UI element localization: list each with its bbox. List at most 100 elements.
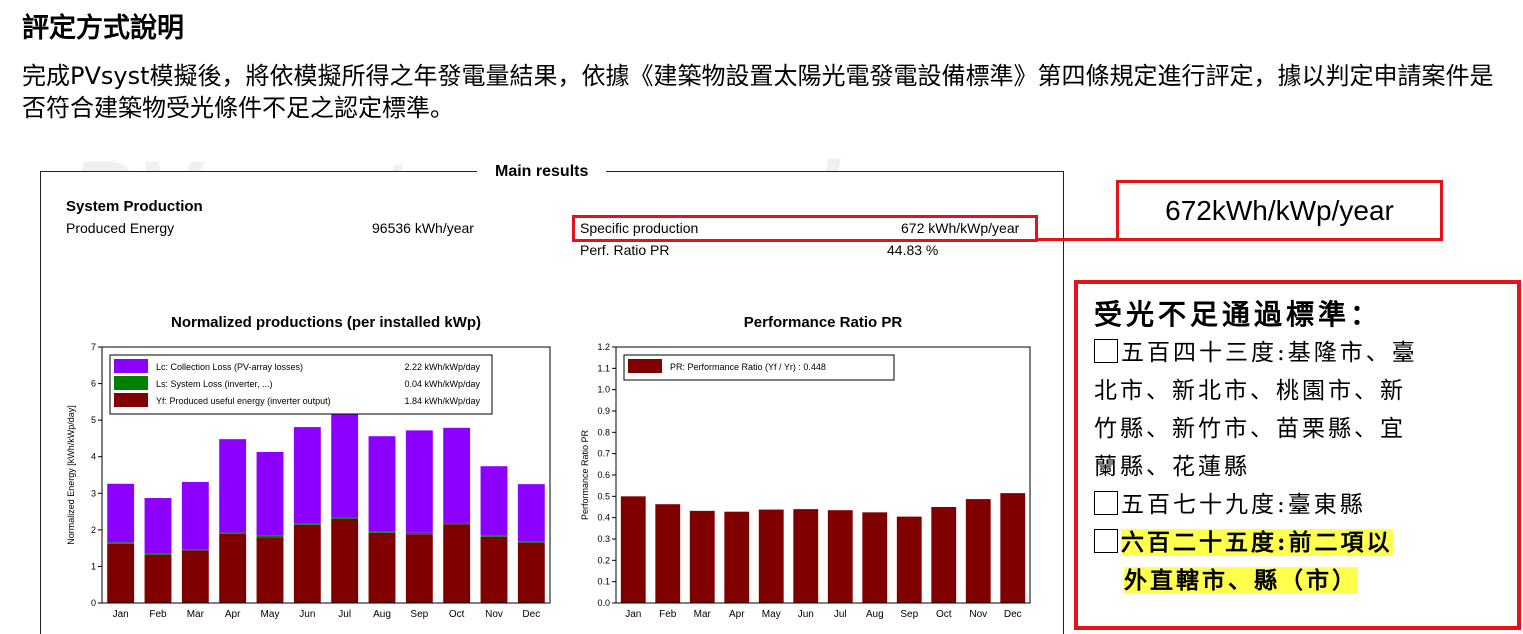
x-tick-label: Jun [798, 609, 814, 620]
y-tick-label: 6 [91, 379, 96, 389]
x-tick-label: Feb [659, 609, 677, 620]
x-tick-label: Aug [373, 609, 391, 620]
performance-ratio-label: Perf. Ratio PR [580, 242, 670, 258]
legend-value: 1.84 kWh/kWp/day [404, 396, 480, 406]
specific-production-value: 672 kWh/kWp/year [901, 220, 1020, 236]
x-tick-label: Oct [449, 609, 465, 620]
y-tick-label: 0.5 [597, 491, 610, 501]
x-tick-label: Sep [900, 609, 918, 620]
bar-secondary [443, 522, 471, 525]
bar-primary [107, 543, 135, 603]
bar-secondary [368, 531, 396, 533]
bar-tertiary [256, 451, 284, 536]
bar-secondary [480, 535, 508, 537]
bar-primary [368, 532, 396, 603]
bar-tertiary [331, 409, 359, 518]
x-tick-label: Mar [187, 609, 205, 620]
legend-value: 0.04 kWh/kWp/day [404, 379, 480, 389]
legend-value: 2.22 kWh/kWp/day [404, 362, 480, 372]
x-tick-label: Nov [485, 609, 503, 620]
criteria-543-text-a: 五百四十三度:基隆市、臺 [1121, 340, 1418, 366]
x-tick-label: Jan [113, 609, 129, 620]
x-tick-label: Sep [410, 609, 428, 620]
system-production-label: System Production [66, 198, 203, 215]
bar-primary [862, 512, 888, 603]
criteria-543-text-d: 蘭縣、花蓮縣 [1094, 454, 1250, 480]
bar-tertiary [293, 427, 321, 524]
y-tick-label: 4 [91, 452, 96, 462]
y-tick-label: 0.2 [597, 555, 610, 565]
bar-primary [443, 524, 471, 603]
y-tick-label: 0.8 [597, 427, 610, 437]
bar-primary [144, 554, 172, 603]
bar-secondary [331, 517, 359, 519]
bar-tertiary [219, 439, 247, 533]
y-tick-label: 0.7 [597, 449, 610, 459]
bar-tertiary [443, 427, 471, 523]
legend-label: Lc: Collection Loss (PV-array losses) [156, 362, 303, 372]
bar-primary [480, 536, 508, 603]
bar-primary [293, 524, 321, 603]
description: 完成PVsyst模擬後，將依模擬所得之年發電量結果，依據《建築物設置太陽光電發電… [22, 62, 1494, 122]
x-tick-label: Mar [694, 609, 712, 620]
bar-tertiary [480, 466, 508, 536]
bar-primary [827, 510, 853, 603]
x-tick-label: May [261, 609, 280, 620]
y-tick-label: 1 [91, 561, 96, 571]
performance-ratio-value: 44.83 % [887, 242, 939, 258]
bar-tertiary [107, 483, 135, 543]
bar-primary [655, 504, 681, 603]
x-tick-label: Feb [149, 609, 167, 620]
main-results-title: Main results [477, 163, 607, 181]
x-tick-label: Jul [338, 609, 351, 620]
bar-primary [405, 534, 433, 603]
x-tick-label: May [762, 609, 781, 620]
chart-title: Performance Ratio PR [744, 314, 903, 331]
legend-label: Yf: Produced useful energy (inverter out… [156, 396, 331, 406]
bar-secondary [144, 553, 172, 555]
bar-tertiary [517, 484, 545, 542]
bar-secondary [181, 549, 209, 551]
legend-label: PR: Performance Ratio (Yf / Yr) : 0.448 [670, 362, 826, 372]
bar-primary [724, 511, 750, 603]
bar-tertiary [144, 498, 172, 554]
bar-secondary [405, 532, 433, 535]
bar-primary [896, 516, 922, 603]
bar-tertiary [405, 430, 433, 533]
bar-primary [219, 533, 247, 603]
bar-primary [620, 496, 646, 603]
y-tick-label: 0.4 [597, 513, 610, 523]
bar-primary [689, 510, 715, 603]
y-tick-label: 1.2 [597, 342, 610, 352]
y-tick-label: 7 [91, 342, 96, 352]
criteria-option-579: 五百七十九度:臺東縣 [1094, 486, 1507, 524]
x-tick-label: Aug [866, 609, 884, 620]
bar-tertiary [368, 436, 396, 532]
bar-secondary [517, 541, 545, 543]
bar-primary [256, 537, 284, 603]
criteria-title: 受光不足通過標準： [1094, 298, 1383, 331]
y-axis-label: Performance Ratio PR [580, 429, 590, 520]
x-tick-label: Jan [625, 609, 641, 620]
checkbox-543[interactable] [1094, 339, 1118, 363]
y-tick-label: 5 [91, 415, 96, 425]
performance-ratio-chart: Performance Ratio PR 0.0 0.1 0.2 0.3 0.4 0.5 0.… [580, 314, 1031, 620]
criteria-option-543: 五百四十三度:基隆市、臺 [1094, 334, 1507, 372]
x-tick-label: Dec [1004, 609, 1022, 620]
bar-secondary [219, 532, 247, 534]
specific-production-label: Specific production [580, 220, 699, 236]
x-tick-label: Apr [225, 609, 241, 620]
legend-label: Ls: System Loss (inverter, ...) [156, 379, 273, 389]
bar-secondary [107, 542, 135, 544]
checkbox-579[interactable] [1094, 491, 1118, 515]
plot-frame [615, 346, 1031, 604]
x-tick-label: Apr [729, 609, 745, 620]
y-tick-label: 0.0 [597, 598, 610, 608]
x-tick-label: Oct [936, 609, 952, 620]
normalized-productions-chart: Normalized productions (per installed kW… [66, 314, 551, 620]
y-tick-label: 1.0 [597, 385, 610, 395]
bar-primary [331, 518, 359, 603]
checkbox-625[interactable] [1094, 529, 1118, 553]
criteria-543-text-b: 北市、新北市、桃園市、新 [1094, 378, 1406, 404]
bar-secondary [293, 523, 321, 525]
